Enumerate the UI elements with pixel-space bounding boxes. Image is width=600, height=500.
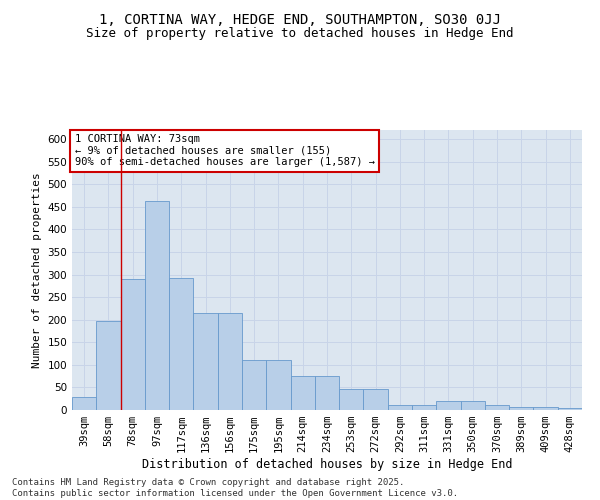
Text: 1, CORTINA WAY, HEDGE END, SOUTHAMPTON, SO30 0JJ: 1, CORTINA WAY, HEDGE END, SOUTHAMPTON, … xyxy=(99,12,501,26)
Bar xyxy=(290,376,315,410)
Bar xyxy=(509,407,533,410)
Bar xyxy=(72,398,96,410)
Bar xyxy=(266,360,290,410)
Bar xyxy=(218,313,242,410)
Bar xyxy=(412,404,436,410)
Bar xyxy=(436,401,461,410)
Bar xyxy=(339,389,364,410)
Bar xyxy=(315,376,339,410)
Bar xyxy=(169,278,193,410)
Bar xyxy=(558,408,582,410)
Text: Contains HM Land Registry data © Crown copyright and database right 2025.
Contai: Contains HM Land Registry data © Crown c… xyxy=(12,478,458,498)
Bar xyxy=(242,360,266,410)
Bar xyxy=(193,313,218,410)
X-axis label: Distribution of detached houses by size in Hedge End: Distribution of detached houses by size … xyxy=(142,458,512,471)
Text: Size of property relative to detached houses in Hedge End: Size of property relative to detached ho… xyxy=(86,28,514,40)
Y-axis label: Number of detached properties: Number of detached properties xyxy=(32,172,42,368)
Bar xyxy=(96,321,121,410)
Bar xyxy=(121,279,145,410)
Bar xyxy=(388,404,412,410)
Bar xyxy=(485,406,509,410)
Bar xyxy=(461,401,485,410)
Text: 1 CORTINA WAY: 73sqm
← 9% of detached houses are smaller (155)
90% of semi-detac: 1 CORTINA WAY: 73sqm ← 9% of detached ho… xyxy=(74,134,374,168)
Bar xyxy=(145,202,169,410)
Bar xyxy=(364,389,388,410)
Bar xyxy=(533,407,558,410)
